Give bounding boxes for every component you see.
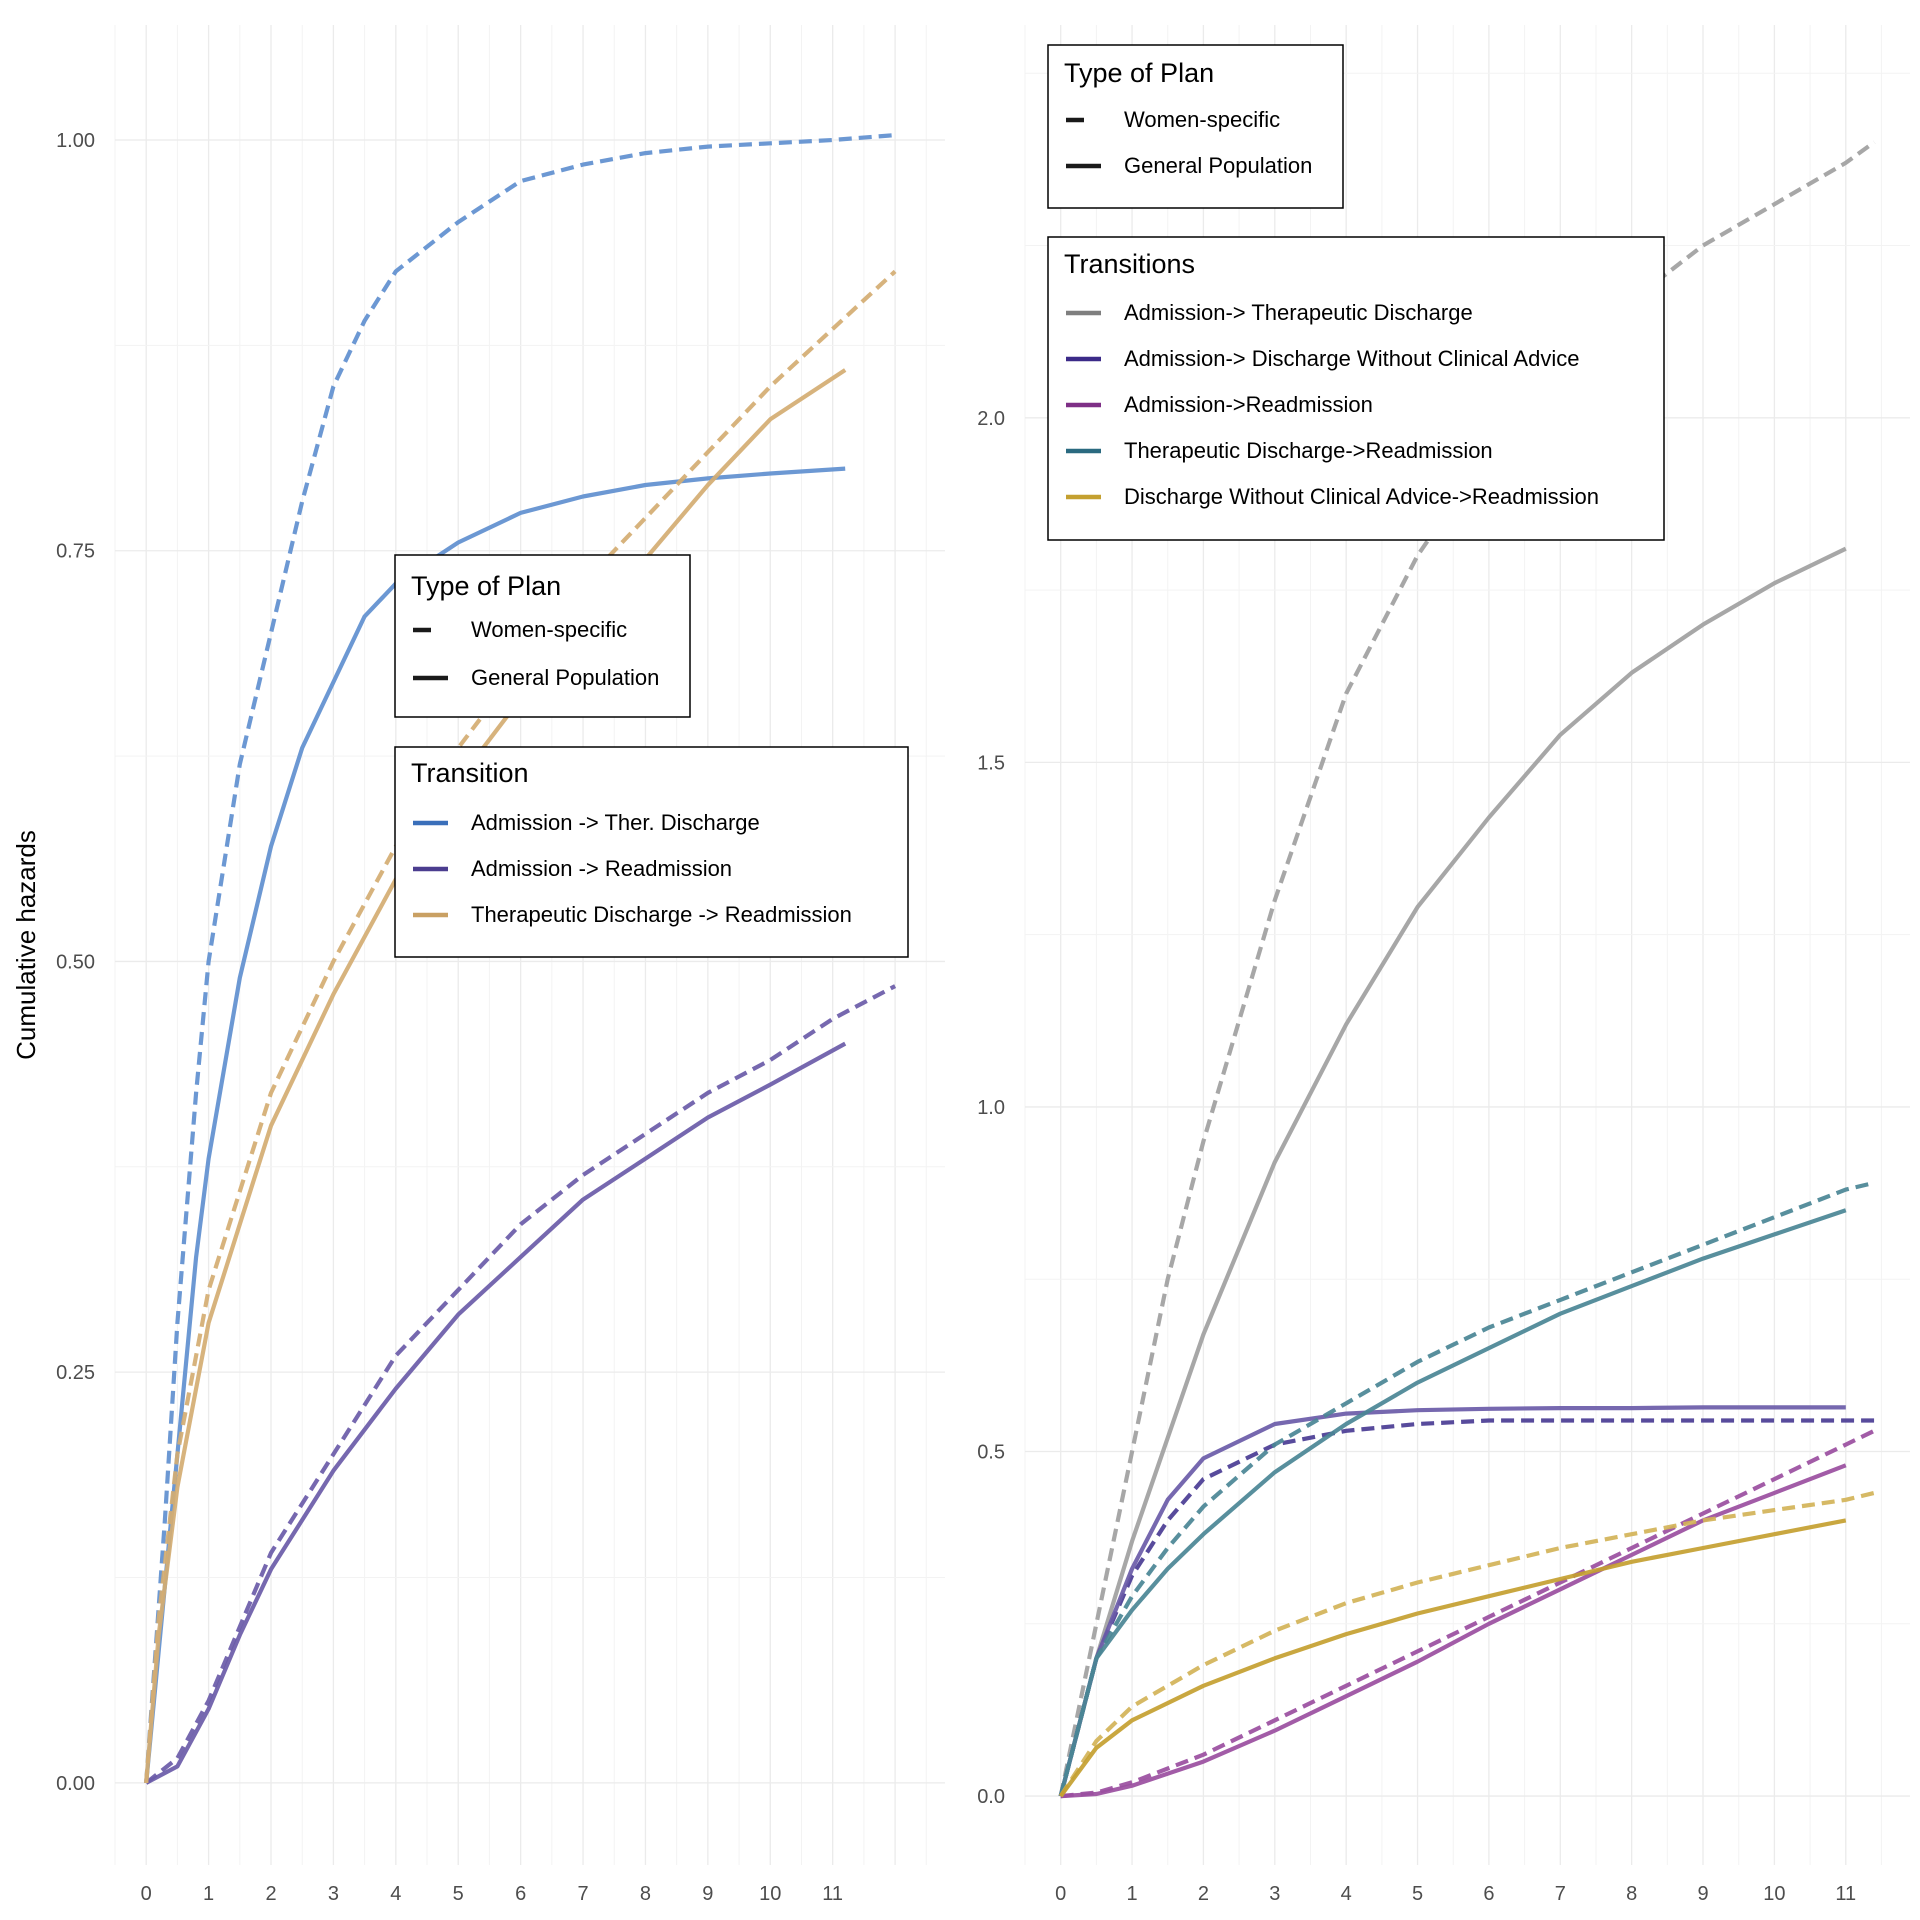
legend-item-label: General Population: [471, 665, 659, 690]
legend-item-label: Admission -> Ther. Discharge: [471, 810, 760, 835]
y-tick-label: 0.50: [56, 951, 95, 973]
y-tick-label: 0.0: [977, 1786, 1005, 1808]
legend-box: [1047, 236, 1665, 541]
x-tick-label: 10: [1763, 1883, 1785, 1905]
y-tick-label: 0.75: [56, 541, 95, 563]
legend-box: [1047, 44, 1344, 209]
series-line: [144, 466, 846, 1784]
x-tick-label: 5: [1412, 1883, 1423, 1905]
x-tick-label: 11: [1835, 1883, 1856, 1905]
series-line: [144, 133, 896, 1784]
legend-item-label: Therapeutic Discharge->Readmission: [1124, 438, 1493, 463]
legend-item-label: Admission-> Therapeutic Discharge: [1124, 300, 1473, 325]
x-tick-label: 8: [640, 1883, 651, 1905]
x-tick-label: 3: [328, 1883, 339, 1905]
legend-1: Type of Plan Women-specific General Popula…: [394, 554, 691, 718]
x-tick-label: 2: [265, 1883, 276, 1905]
series-line: [1059, 1518, 1847, 1798]
y-tick-label: 1.0: [977, 1097, 1005, 1119]
legend-box: [394, 554, 691, 718]
legend-item-label: General Population: [1124, 153, 1312, 178]
y-axis-label: Cumulative hazards: [11, 830, 41, 1060]
x-tick-label: 6: [515, 1883, 526, 1905]
legend-item-label: Women-specific: [1124, 107, 1280, 132]
y-tick-label: 0.00: [56, 1773, 95, 1795]
x-tick-label: 4: [390, 1883, 401, 1905]
y-tick-label: 2.0: [977, 408, 1005, 430]
legend-2: Transitions Admission-> Therapeutic Disch…: [1047, 236, 1665, 541]
legend-item-label: Therapeutic Discharge -> Readmission: [471, 902, 852, 927]
x-tick-label: 4: [1341, 1883, 1352, 1905]
series-line: [144, 984, 897, 1785]
x-tick-label: 9: [1697, 1883, 1708, 1905]
series-line: [1058, 1208, 1847, 1797]
legend-item-label: Admission -> Readmission: [471, 856, 732, 881]
legend-title: Type of Plan: [411, 571, 561, 601]
x-tick-label: 10: [759, 1883, 781, 1905]
legend-box: [394, 746, 909, 958]
x-tick-label: 7: [577, 1883, 588, 1905]
legend-item-label: Admission->Readmission: [1124, 392, 1373, 417]
legend-item-label: Discharge Without Clinical Advice->Readm…: [1124, 484, 1599, 509]
x-tick-label: 11: [822, 1883, 843, 1905]
legend-title: Transition: [411, 758, 529, 788]
legend-title: Transitions: [1064, 249, 1195, 279]
x-tick-label: 6: [1483, 1883, 1494, 1905]
chart-panel-2: 0 1 2 3 4 5 6 7 8 9 10 11 0.0 0.5 1.0 1.5 2.0 Type of Pla…: [977, 25, 1910, 1905]
series-line: [145, 1041, 847, 1785]
legend-item-label: Admission-> Discharge Without Clinical A…: [1124, 346, 1579, 371]
series-line: [1058, 1405, 1846, 1797]
x-tick-label: 0: [141, 1883, 152, 1905]
x-tick-label: 0: [1055, 1883, 1066, 1905]
x-tick-label: 7: [1555, 1883, 1566, 1905]
series-line: [1058, 140, 1876, 1797]
series-line: [1058, 546, 1847, 1797]
series-line: [1058, 1490, 1875, 1798]
legend-2: Transition Admission -> Ther. Discharge Ad…: [394, 746, 909, 958]
x-tick-label: 1: [1126, 1883, 1137, 1905]
chart-panel-1: 0 1 2 3 4 5 6 7 8 9 10 11 0.00 0.25 0.50 0.75 1.00 Cumula…: [11, 25, 945, 1905]
y-tick-label: 1.00: [56, 130, 95, 152]
x-tick-label: 9: [702, 1883, 713, 1905]
legend-1: Type of Plan Women-specific General Popula…: [1047, 44, 1344, 209]
x-tick-label: 8: [1626, 1883, 1637, 1905]
x-tick-label: 1: [203, 1883, 214, 1905]
series-line: [144, 269, 897, 1784]
legend-item-label: Women-specific: [471, 617, 627, 642]
series-line: [1060, 1428, 1876, 1799]
x-tick-label: 5: [453, 1883, 464, 1905]
y-tick-label: 1.5: [977, 752, 1005, 774]
x-tick-label: 2: [1198, 1883, 1209, 1905]
legend-title: Type of Plan: [1064, 58, 1214, 88]
x-tick-label: 3: [1269, 1883, 1280, 1905]
series-line: [1058, 1418, 1875, 1797]
y-tick-label: 0.25: [56, 1362, 95, 1384]
y-tick-label: 0.5: [977, 1442, 1005, 1464]
series-line: [1058, 1180, 1875, 1797]
